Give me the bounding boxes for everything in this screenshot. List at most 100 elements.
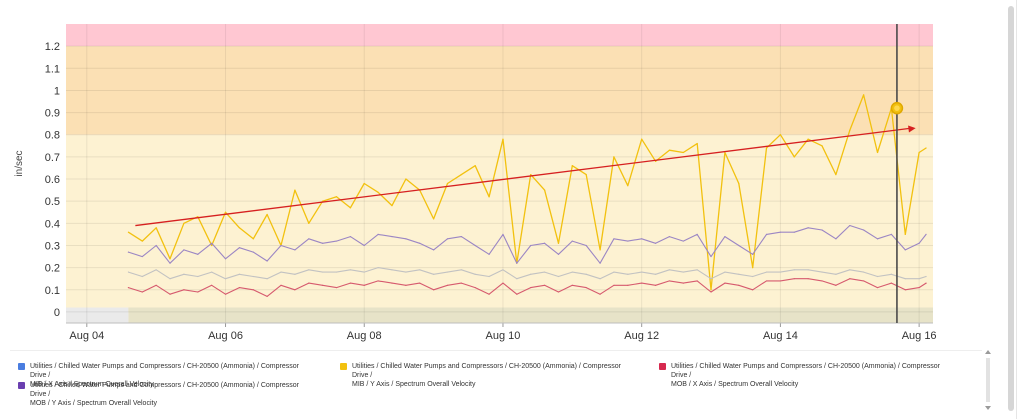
data-point <box>127 286 130 289</box>
data-point <box>654 160 657 162</box>
data-point <box>419 282 421 284</box>
data-point <box>405 178 407 180</box>
data-point <box>668 149 671 151</box>
threshold-band <box>66 24 933 47</box>
trend-line[interactable] <box>135 127 910 227</box>
data-point <box>849 129 851 131</box>
data-point <box>294 273 296 275</box>
scroll-up-icon[interactable] <box>985 350 991 354</box>
data-point <box>890 273 892 275</box>
data-point <box>821 229 823 231</box>
data-point <box>127 231 130 233</box>
legend-label-line1: Utilities / Chilled Water Pumps and Comp… <box>30 382 299 398</box>
data-point <box>682 151 684 154</box>
data-point <box>224 293 227 295</box>
data-point <box>925 282 927 284</box>
data-point <box>876 151 879 154</box>
data-point <box>446 182 449 185</box>
line-chart[interactable]: 0 0.1 0.2 0.3 0.4 0.5 0.6 0.7 0.8 0.9 1 1.1 1.2 Aug 0… <box>0 0 1010 345</box>
data-point <box>460 269 462 271</box>
data-point <box>849 269 851 271</box>
data-point <box>543 284 546 286</box>
y-tick-label: 0.5 <box>45 196 60 208</box>
data-point <box>925 233 927 236</box>
data-point <box>363 271 365 273</box>
data-point <box>474 286 476 289</box>
data-point <box>613 284 615 286</box>
data-point <box>641 138 643 140</box>
legend-label-line1: Utilities / Chilled Water Pumps and Comp… <box>671 363 940 379</box>
data-point <box>682 271 684 273</box>
data-point <box>925 147 927 149</box>
x-tick-label: Aug 06 <box>208 330 243 342</box>
data-point <box>807 227 809 229</box>
data-point <box>849 278 851 280</box>
data-point <box>835 284 837 286</box>
data-point <box>821 271 823 273</box>
data-point <box>557 291 560 293</box>
data-point <box>835 238 837 240</box>
legend-item-mob-y[interactable]: Utilities / Chilled Water Pumps and Comp… <box>18 381 300 408</box>
data-point <box>280 244 282 247</box>
y-tick-label: 1.1 <box>45 63 60 75</box>
data-point <box>141 291 143 293</box>
data-point <box>918 286 920 289</box>
data-point <box>155 284 157 286</box>
data-point <box>502 233 504 236</box>
data-point <box>710 278 712 280</box>
data-point <box>765 280 768 282</box>
data-point <box>211 271 213 273</box>
data-point <box>793 156 795 158</box>
legend-scrollbar[interactable] <box>984 350 992 410</box>
legend-item-mib-x[interactable]: Utilities / Chilled Water Pumps and Comp… <box>18 362 300 389</box>
scroll-down-icon[interactable] <box>985 406 991 410</box>
data-point <box>433 273 435 275</box>
data-point <box>419 242 421 244</box>
data-point <box>668 236 671 238</box>
data-point <box>849 224 851 227</box>
scroll-track[interactable] <box>986 358 990 402</box>
data-point <box>294 189 296 191</box>
legend-item-mob-x[interactable]: Utilities / Chilled Water Pumps and Comp… <box>659 362 941 389</box>
data-point <box>890 282 892 284</box>
data-point <box>252 275 254 278</box>
data-point <box>197 291 199 293</box>
data-point <box>322 271 324 273</box>
data-point <box>654 284 657 286</box>
data-point <box>322 242 324 244</box>
page-scrollbar-thumb[interactable] <box>1008 6 1014 411</box>
data-point <box>322 284 324 286</box>
data-point <box>530 273 532 275</box>
data-point <box>543 271 546 273</box>
data-point <box>585 273 587 275</box>
data-point <box>516 262 518 264</box>
data-point <box>460 174 462 176</box>
data-point <box>627 284 629 286</box>
data-point <box>474 273 476 275</box>
page-scrollbar[interactable] <box>1006 6 1016 418</box>
data-point <box>155 269 157 271</box>
data-point <box>224 258 227 260</box>
data-point <box>391 205 393 207</box>
data-point <box>752 253 754 255</box>
cursor-marker-inner <box>894 105 900 111</box>
data-point <box>183 273 185 275</box>
legend-label-line2: MIB / X Axis / Spectrum Overall Velocity <box>30 381 154 388</box>
x-tick-label: Aug 04 <box>69 330 104 342</box>
data-point <box>918 242 920 244</box>
data-point <box>821 145 823 147</box>
y-axis-label: in/sec <box>14 150 25 176</box>
data-point <box>793 269 795 271</box>
data-point <box>446 271 449 273</box>
data-point <box>238 273 240 275</box>
legend-item-mib-y[interactable]: Utilities / Chilled Water Pumps and Comp… <box>340 362 622 389</box>
data-point <box>835 273 837 275</box>
data-point <box>266 295 268 298</box>
data-point <box>238 227 240 229</box>
data-point <box>696 280 698 282</box>
data-point <box>627 240 629 242</box>
threshold-band <box>66 134 933 312</box>
data-point <box>738 182 740 185</box>
data-point <box>543 189 546 191</box>
